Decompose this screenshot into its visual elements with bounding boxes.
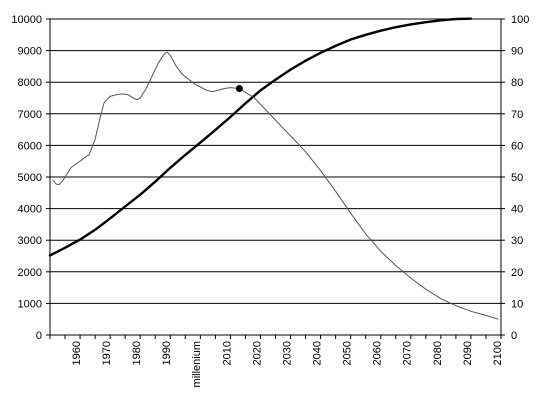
x-tick-label: 2060 bbox=[372, 341, 384, 365]
y-tick-label: 4000 bbox=[18, 204, 42, 216]
x-tick-label: 2070 bbox=[402, 341, 414, 365]
x-tick-label: 1990 bbox=[161, 341, 173, 365]
y2-tick-label: 30 bbox=[511, 235, 523, 247]
y2-tick-label: 40 bbox=[511, 204, 523, 216]
y2-tick-label: 100 bbox=[511, 14, 529, 26]
x-tick-label: millenium bbox=[191, 341, 203, 387]
x-tick-label: 2050 bbox=[342, 341, 354, 365]
y-tick-label: 3000 bbox=[18, 235, 42, 247]
y2-tick-label: 60 bbox=[511, 140, 523, 152]
series-line-left-axis bbox=[48, 17, 473, 257]
axes bbox=[46, 18, 505, 339]
x-tick-label: 2100 bbox=[492, 341, 504, 365]
y-tick-label: 5000 bbox=[18, 172, 42, 184]
y2-tick-label: 10 bbox=[511, 298, 523, 310]
y2-tick-label: 70 bbox=[511, 109, 523, 121]
tick-labels: 0 0 1000 10 2000 20 3000 30 4000 40 5000 50 6000 60 70… bbox=[11, 14, 529, 387]
y-tick-label: 10000 bbox=[11, 14, 42, 26]
y-tick-label: 0 bbox=[36, 330, 42, 342]
y2-tick-label: 50 bbox=[511, 172, 523, 184]
y2-tick-label: 0 bbox=[511, 330, 517, 342]
y-tick-label: 6000 bbox=[18, 140, 42, 152]
x-tick-label: 2090 bbox=[462, 341, 474, 365]
series-group bbox=[48, 17, 499, 320]
y2-tick-label: 80 bbox=[511, 77, 523, 89]
y-tick-label: 2000 bbox=[18, 267, 42, 279]
x-tick-label: 1970 bbox=[101, 341, 113, 365]
x-tick-label: 2010 bbox=[221, 341, 233, 365]
x-tick-label: 2030 bbox=[281, 341, 293, 365]
y-tick-label: 1000 bbox=[18, 298, 42, 310]
x-tick-label: 2020 bbox=[251, 341, 263, 365]
x-tick-label: 1960 bbox=[71, 341, 83, 365]
series-line-right-axis bbox=[52, 51, 499, 320]
y-tick-label: 9000 bbox=[18, 46, 42, 58]
x-tick-label: 2080 bbox=[432, 341, 444, 365]
data-point-marker bbox=[235, 85, 243, 93]
gridlines bbox=[50, 50, 501, 304]
x-tick-label: 1980 bbox=[131, 341, 143, 365]
x-tick-label: 2040 bbox=[312, 341, 324, 365]
y2-tick-label: 20 bbox=[511, 267, 523, 279]
y-tick-label: 7000 bbox=[18, 109, 42, 121]
y2-tick-label: 90 bbox=[511, 46, 523, 58]
y-tick-label: 8000 bbox=[18, 77, 42, 89]
